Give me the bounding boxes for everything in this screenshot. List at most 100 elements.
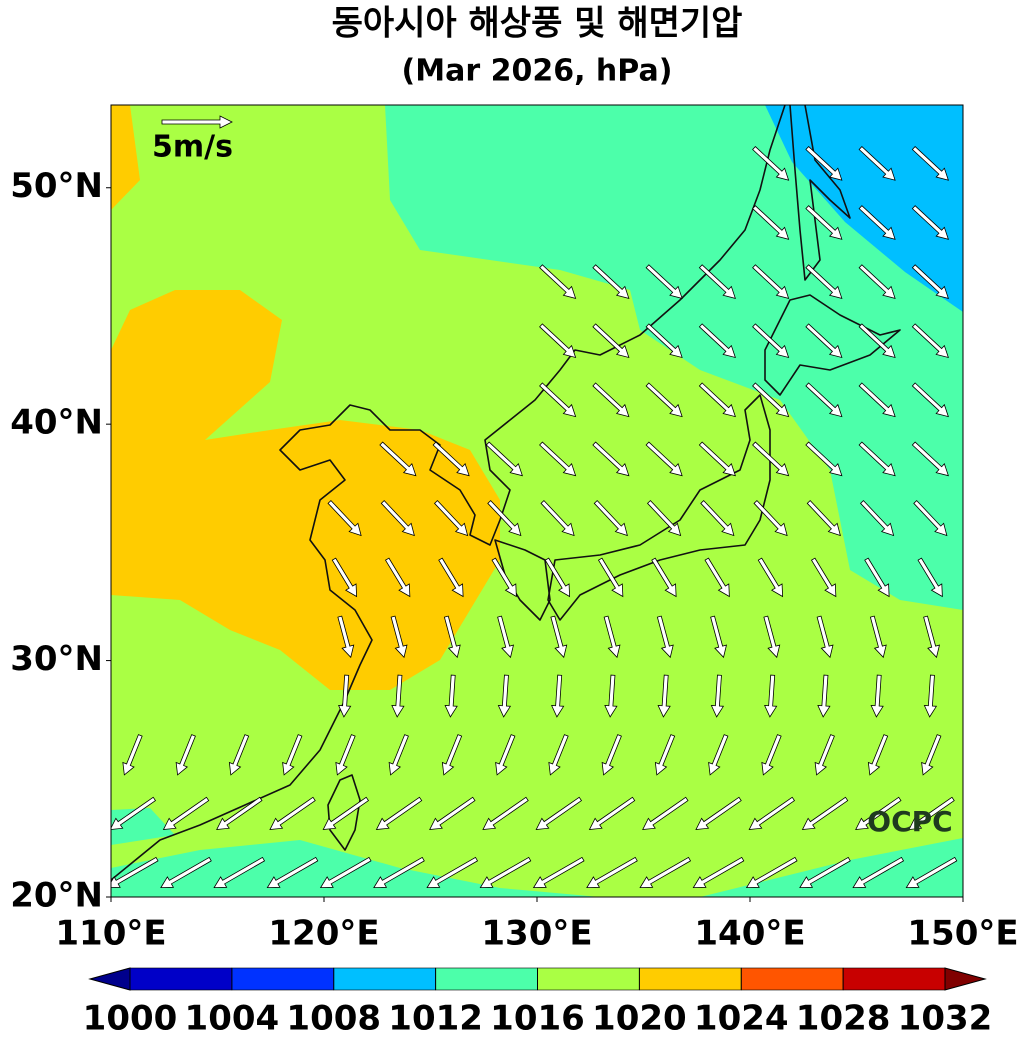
wind-arrow [806,500,841,537]
wind-arrow [911,205,949,240]
wind-arrow [814,734,835,776]
wind-arrow [160,856,212,889]
wind-arrow [911,323,949,359]
colorbar-segment [435,967,538,991]
y-tick-label: 30°N [10,639,103,679]
wind-arrow [111,796,157,831]
y-tick-label: 20°N [10,876,103,916]
wind-arrow [748,796,796,831]
wind-arrow [867,734,889,776]
wind-arrow [645,323,683,359]
wind-arrow [855,796,902,831]
wind-arrow [645,264,683,299]
wind-arrow [601,734,622,776]
wind-arrow [642,796,689,831]
wind-arrow [708,734,729,776]
pressure-region [385,105,963,610]
wind-arrow [551,674,565,718]
colorbar-label: 1028 [796,999,891,1039]
colorbar-label: 1004 [185,999,280,1039]
wind-arrow [645,382,683,418]
wind-arrow [657,674,671,718]
wind-arrow [491,557,517,598]
wind-arrow [228,734,250,776]
wind-arrow [923,615,941,659]
wind-arrow [645,441,683,477]
wind-arrow [216,796,263,831]
wind-arrow [917,557,943,598]
wind-arrow [810,557,837,598]
wind-arrow [799,856,851,889]
wind-arrow [331,557,358,598]
wind-arrow [540,500,575,537]
wind-arrow [921,734,942,776]
wind-arrow [911,441,949,477]
wind-arrow [858,205,896,240]
wind-arrow [384,557,411,598]
wind-arrow [592,323,630,359]
x-tick-label: 150°E [907,914,1018,954]
wind-arrow [391,674,405,718]
wind-arrow [544,557,571,598]
colorbar-label: 1012 [388,999,483,1039]
colorbar-label: 1016 [490,999,585,1039]
wind-arrow [710,615,728,659]
wind-arrow [548,734,569,776]
wind-arrow [111,856,159,889]
wind-arrow [485,441,523,477]
wind-arrow [656,615,674,659]
wind-arrow [753,500,788,537]
wind-arrow [592,264,630,299]
wind-arrow [479,856,532,889]
y-tick-label: 40°N [10,403,103,443]
wind-arrow [752,205,790,240]
wind-arrow [763,615,781,659]
wind-arrow [175,734,196,776]
wind-arrow [698,264,736,299]
wind-arrow [322,796,370,831]
wind-arrow [539,441,577,477]
wind-arrow [852,856,905,889]
wind-arrow [441,734,463,776]
colorbar: 1000 1004 1008 1012 1016 1020 1024 1028 1032 [83,967,992,1039]
wind-arrow [695,796,742,831]
wind-arrow [911,264,949,299]
reference-arrow [161,115,233,129]
wind-arrow [497,674,512,718]
colorbar-extend [944,967,987,991]
wind-arrow [704,557,730,598]
wind-arrow [532,856,585,889]
wind-arrow [592,441,630,477]
wind-arrow [923,674,938,718]
wind-arrow [805,323,843,359]
wind-arrow [710,674,725,718]
colorbar-segment [842,967,946,991]
wind-arrow [388,734,409,776]
wind-arrow [269,796,316,831]
wind-arrow [319,856,372,889]
x-tick-label: 110°E [55,914,166,954]
wind-arrow [266,856,319,889]
y-tick-label: 50°N [10,166,103,206]
colorbar-extend [88,967,131,991]
wind-arrow [380,500,415,537]
wind-arrow [550,615,568,659]
wind-arrow [805,205,843,240]
wind-arrow [379,441,417,477]
credit: OCPC [867,805,952,838]
wind-arrow [337,615,355,659]
wind-arrow [752,146,790,181]
wind-arrow [761,734,782,776]
wind-arrow [764,674,778,718]
wind-arrow [482,796,529,831]
coastline [547,394,771,621]
wind-arrow [213,856,266,889]
wind-arrow [432,441,470,477]
colorbar-label: 1008 [286,999,381,1039]
wind-arrow [911,382,949,418]
colorbar-segment [231,967,335,991]
wind-arrow [535,796,583,831]
reference-vector: 5m/s [152,115,233,165]
wind-arrow [752,441,790,477]
wind-arrow [604,674,618,718]
